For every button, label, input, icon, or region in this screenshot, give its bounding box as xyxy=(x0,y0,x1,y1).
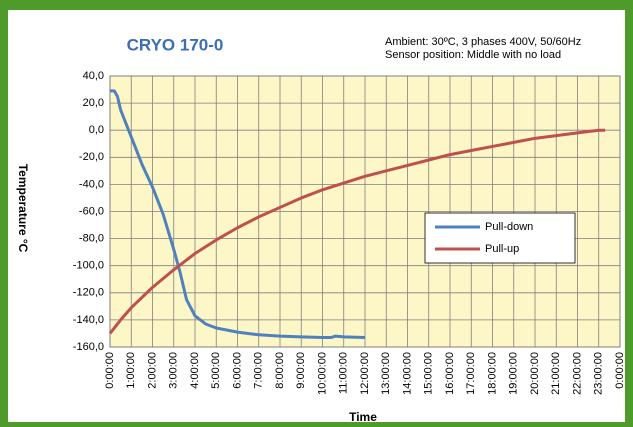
x-tick-label: 9:00:00 xyxy=(295,352,307,389)
annotation: Sensor position: Middle with no load xyxy=(385,49,561,61)
y-tick-label: -60,0 xyxy=(79,205,104,217)
x-tick-label: 2:00:00 xyxy=(146,352,158,389)
x-tick-label: 13:00:00 xyxy=(380,352,392,395)
series-line xyxy=(110,89,366,340)
series-line xyxy=(108,128,606,335)
y-tick-label: -100,0 xyxy=(73,260,104,272)
x-tick-label: 19:00:00 xyxy=(508,352,520,395)
chart-title: CRYO 170-0 xyxy=(127,35,224,54)
y-axis-title: Temperature °C xyxy=(16,164,30,253)
x-tick-label: 0:00:00 xyxy=(614,352,626,389)
x-tick-label: 16:00:00 xyxy=(444,352,456,395)
x-tick-label: 5:00:00 xyxy=(210,352,222,389)
x-tick-label: 17:00:00 xyxy=(465,352,477,395)
x-tick-label: 18:00:00 xyxy=(486,352,498,395)
legend-label: Pull-down xyxy=(485,221,533,233)
y-tick-label: -140,0 xyxy=(73,314,104,326)
legend xyxy=(424,212,576,264)
x-tick-label: 6:00:00 xyxy=(231,352,243,389)
y-tick-label: -80,0 xyxy=(79,233,104,245)
x-tick-label: 10:00:00 xyxy=(316,352,328,395)
x-tick-label: 3:00:00 xyxy=(168,352,180,389)
y-tick-label: 20,0 xyxy=(83,97,104,109)
x-tick-label: 8:00:00 xyxy=(274,352,286,389)
x-tick-label: 14:00:00 xyxy=(401,352,413,395)
x-tick-label: 15:00:00 xyxy=(423,352,435,395)
x-tick-label: 11:00:00 xyxy=(338,352,350,394)
x-tick-label: 1:00:00 xyxy=(125,352,137,389)
y-tick-label: -160,0 xyxy=(73,341,104,353)
x-tick-label: 4:00:00 xyxy=(189,352,201,389)
x-tick-label: 23:00:00 xyxy=(593,352,605,395)
y-tick-label: 40,0 xyxy=(83,70,104,82)
y-tick-label: -40,0 xyxy=(79,178,104,190)
x-tick-label: 7:00:00 xyxy=(253,352,265,389)
x-tick-label: 22:00:00 xyxy=(571,352,583,395)
legend-label: Pull-up xyxy=(485,243,519,255)
x-tick-label: 0:00:00 xyxy=(104,352,116,389)
x-tick-label: 21:00:00 xyxy=(550,352,562,395)
y-tick-label: -120,0 xyxy=(73,287,104,299)
plot-border xyxy=(109,75,621,348)
y-tick-label: 0,0 xyxy=(89,124,104,136)
y-tick-label: -20,0 xyxy=(79,151,104,163)
x-axis-title: Time xyxy=(349,410,377,424)
annotation: Ambient: 30ºC, 3 phases 400V, 50/60Hz xyxy=(385,36,581,48)
x-tick-label: 12:00:00 xyxy=(359,352,371,395)
x-tick-label: 20:00:00 xyxy=(529,352,541,395)
